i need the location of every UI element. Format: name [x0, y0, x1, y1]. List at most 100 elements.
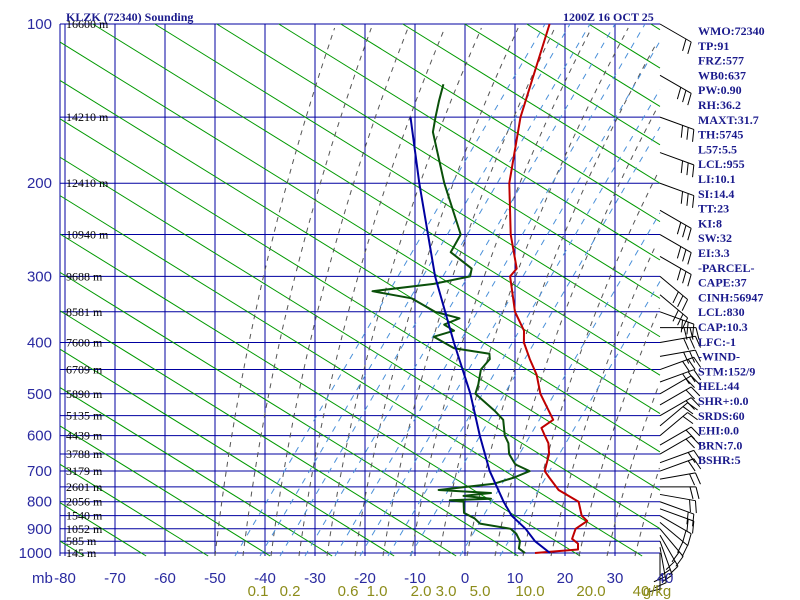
wind-barb	[653, 547, 667, 589]
temperature-label: -50	[204, 570, 226, 587]
barb-flag	[692, 129, 695, 142]
moist-adiabat	[298, 27, 446, 557]
barb-flag	[694, 336, 701, 348]
wind-barb	[659, 209, 692, 241]
barb-staff	[659, 294, 688, 319]
index-entry: TH:5745	[698, 128, 743, 142]
mixing-ratio-unit: g/kg	[643, 583, 671, 600]
pressure-label: 800	[27, 494, 52, 511]
barb-staff	[659, 412, 688, 437]
barb-flag	[682, 373, 690, 385]
moist-adiabats	[214, 27, 660, 557]
barb-flag	[692, 195, 695, 208]
wind-barb	[659, 541, 673, 583]
index-entry: L57:5.5	[698, 142, 737, 156]
dry-adiabat	[59, 118, 661, 491]
mixing-ratio-label: 0.2	[280, 583, 301, 600]
barb-flag	[682, 406, 694, 415]
index-entry: SI:14.4	[698, 187, 734, 201]
barb-flag	[659, 568, 671, 577]
barb-flag	[687, 460, 696, 472]
dry-adiabat	[59, 387, 333, 557]
barb-flag	[690, 386, 701, 397]
wind-barb	[659, 349, 701, 364]
wind-barb	[659, 23, 692, 55]
barb-staff	[659, 234, 692, 253]
barb-flag	[693, 356, 702, 368]
barb-staff	[659, 493, 696, 502]
height-label: 12410 m	[66, 176, 109, 190]
pressure-label: 300	[27, 268, 52, 285]
wind-barb	[659, 182, 695, 208]
wind-barb	[659, 426, 701, 446]
index-entry: RH:36.2	[698, 98, 741, 112]
barb-flag	[689, 351, 696, 363]
wind-barb	[659, 397, 701, 417]
barb-flag	[653, 576, 666, 583]
mixing-ratio-line	[279, 23, 591, 557]
barb-flag	[677, 313, 684, 326]
height-label: 5135 m	[66, 409, 103, 423]
dry-adiabat	[59, 156, 661, 530]
barb-flag	[694, 472, 701, 485]
index-entry: CAPE:37	[698, 276, 747, 290]
barb-flag	[681, 299, 689, 311]
mixing-ratio-label: 3.0	[436, 583, 457, 600]
barb-flag	[661, 574, 673, 583]
height-label: 2056 m	[66, 495, 103, 509]
wind-barbs	[647, 23, 702, 593]
temperature-label: -20	[354, 570, 376, 587]
barb-flag	[683, 352, 690, 364]
barb-flag	[682, 361, 690, 372]
wind-barb	[659, 255, 692, 287]
wind-barb	[659, 501, 695, 527]
barb-flag	[682, 530, 687, 543]
barb-flag	[687, 452, 696, 463]
index-entry: CINH:56947	[698, 290, 763, 304]
barb-staff	[659, 508, 694, 522]
index-entry: LCL:830	[698, 305, 745, 319]
dry-adiabats	[59, 23, 661, 557]
temperature-label: 40	[657, 570, 674, 587]
background-grid	[59, 23, 660, 556]
barb-staff	[659, 534, 679, 567]
wind-barb	[659, 412, 698, 437]
temperature-label: -60	[154, 570, 176, 587]
barb-flag	[682, 90, 687, 103]
barb-flag	[683, 338, 690, 350]
barb-flag	[695, 486, 700, 500]
barb-flag	[695, 327, 700, 340]
barb-flag	[686, 519, 689, 532]
barb-flag	[668, 565, 679, 576]
dry-adiabat	[59, 463, 209, 557]
barb-flag	[685, 438, 695, 449]
moist-adiabat	[438, 27, 629, 557]
chart-title: KLZK (72340) Sounding	[66, 10, 193, 24]
barb-flag	[687, 533, 692, 546]
moist-adiabat	[522, 171, 659, 557]
dry-adiabat	[59, 310, 457, 557]
barb-flag	[677, 541, 684, 553]
temperature-label: -30	[304, 570, 326, 587]
wind-barb	[659, 369, 702, 385]
barb-flag	[682, 271, 687, 284]
temperature-label: -70	[104, 570, 126, 587]
dry-adiabat	[59, 80, 661, 453]
barb-flag	[687, 228, 692, 241]
height-label: 3179 m	[66, 464, 103, 478]
dry-adiabat	[59, 41, 661, 414]
barb-flag	[654, 582, 667, 589]
pressure-label: 600	[27, 428, 52, 445]
dry-adiabat	[588, 23, 661, 69]
barb-flag	[689, 327, 694, 340]
barb-flag	[686, 127, 689, 140]
barb-flag	[689, 473, 696, 486]
height-label: 1052 m	[66, 522, 103, 536]
barb-staff	[659, 528, 684, 557]
moist-adiabat	[494, 107, 658, 557]
barb-flag	[680, 319, 684, 333]
barb-flag	[647, 588, 661, 593]
index-entry: LFC:-1	[698, 335, 736, 349]
dry-adiabat	[59, 502, 147, 557]
wind-barb	[647, 553, 661, 593]
